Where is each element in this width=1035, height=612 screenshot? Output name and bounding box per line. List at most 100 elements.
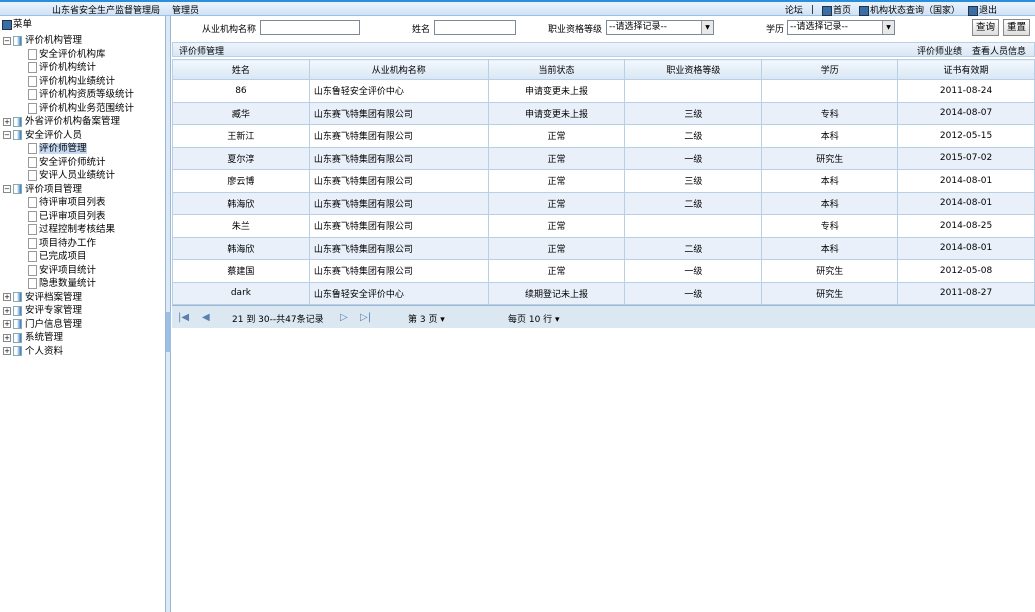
view-info-button[interactable]: 查看人员信息 [971,47,1026,57]
tree-item[interactable]: 评价机构资质等级统计 [28,88,134,101]
per-page-select[interactable]: 每页 10 行 ▾ [508,315,560,325]
prev-page-icon[interactable]: ◀ [202,312,210,323]
table-row[interactable]: dark 山东鲁轻安全评价中心 续期登记未上报 一级 研究生 2011-08-27 [172,281,1035,305]
search-bar: 从业机构名称 姓名 职业资格等级 --请选择记录-- 学历 --请选择记录-- … [172,16,1035,41]
top-bar: 山东省安全生产监督管理局 管理员 论坛 | 首页 机构状态查询（国家） 退出 [0,0,1035,16]
table-row[interactable]: 韩海欣 山东赛飞特集团有限公司 正常 二级 本科 2014-08-01 [172,236,1035,260]
column-header[interactable]: 当前状态 [487,59,626,80]
tree-item[interactable]: 安全评价机构库 [28,48,106,61]
reset-button[interactable]: 重置 [1003,19,1031,36]
tree-item[interactable]: 安评项目统计 [28,264,96,277]
column-header[interactable]: 学历 [761,59,899,80]
column-header[interactable]: 从业机构名称 [308,59,489,80]
tree-item-label: 安全评价机构库 [39,48,106,60]
tree-folder[interactable]: + 安评专家管理 [3,304,82,317]
tree-item[interactable]: 项目待办工作 [28,237,96,250]
tree-item[interactable]: 已完成项目 [28,250,87,263]
panel-title: 评价师管理 [179,47,225,57]
tree-item-label: 已评审项目列表 [39,210,106,222]
column-header[interactable]: 姓名 [172,59,310,80]
org-input[interactable] [260,20,360,35]
collapse-icon[interactable]: − [3,131,11,139]
table-cell: 山东赛飞特集团有限公司 [308,169,489,193]
expand-icon[interactable]: + [3,306,11,315]
tree-folder-label: 评价项目管理 [25,183,83,195]
level-select[interactable]: --请选择记录-- [606,20,714,35]
expand-icon[interactable]: + [3,293,11,301]
table-cell: 2011-08-27 [897,281,1035,305]
tree-item[interactable]: 安全评价师统计 [28,156,106,169]
table-cell: 申请变更未上报 [487,79,626,103]
table-cell: 山东赛飞特集团有限公司 [308,236,489,260]
logout-link[interactable]: 退出 [967,3,997,16]
tree-item[interactable]: 评价机构统计 [28,61,96,74]
tree-item[interactable]: 安评人员业绩统计 [28,169,115,182]
perf-button[interactable]: 评价师业绩 [916,47,962,57]
tree-item[interactable]: 评价机构业绩统计 [28,75,115,88]
expand-icon[interactable]: + [3,117,11,126]
next-page-icon[interactable]: ▷ [340,312,348,323]
tree-item[interactable]: 待评审项目列表 [28,196,106,209]
forum-link[interactable]: 论坛 [784,6,803,16]
tree-item[interactable]: 已评审项目列表 [28,210,106,223]
status-query-link[interactable]: 机构状态查询（国家） [858,3,960,16]
tree-folder-label: 评价机构管理 [25,35,83,46]
table-row[interactable]: 廖云博 山东赛飞特集团有限公司 正常 三级 本科 2014-08-01 [172,169,1035,193]
tree-folder[interactable]: − 安全评价人员 [3,129,82,142]
table-row[interactable]: 韩海欣 山东赛飞特集团有限公司 正常 二级 本科 2014-08-01 [172,191,1035,215]
tree-folder[interactable]: − 评价项目管理 [3,183,82,196]
table-cell: 本科 [761,191,899,215]
level-label: 职业资格等级 [548,25,603,35]
tree-item[interactable]: 过程控制考核结果 [28,223,115,236]
table-cell: 二级 [624,236,763,260]
table-row[interactable]: 朱兰 山东赛飞特集团有限公司 正常 专科 2014-08-25 [172,214,1035,238]
tree-item[interactable]: 评价师管理 [28,142,87,155]
last-page-icon[interactable]: ▷| [360,312,372,323]
table-cell: 本科 [761,124,899,148]
user-role: 管理员 [172,6,200,16]
table-cell [624,214,763,238]
table-cell: 研究生 [761,146,899,170]
folder-icon [13,319,22,329]
collapse-icon[interactable]: − [3,36,11,45]
tree-folder[interactable]: − 评价机构管理 [3,34,82,47]
first-page-icon[interactable]: |◀ [178,312,190,323]
table-row[interactable]: 蔡建国 山东赛飞特集团有限公司 正常 一级 研究生 2012-05-08 [172,259,1035,283]
tree-folder-label: 安评档案管理 [25,291,83,303]
folder-icon [13,332,22,343]
folder-icon [13,292,22,302]
tree-folder[interactable]: + 系统管理 [3,331,63,344]
table-cell: 朱兰 [172,214,310,238]
table-row[interactable]: 夏尔淳 山东赛飞特集团有限公司 正常 一级 研究生 2015-07-02 [172,146,1035,170]
main-content: 从业机构名称 姓名 职业资格等级 --请选择记录-- 学历 --请选择记录-- … [172,16,1035,328]
name-input[interactable] [434,20,516,35]
home-link[interactable]: 首页 [821,3,851,16]
table-cell: 2014-08-01 [897,236,1035,260]
tree-folder[interactable]: + 门户信息管理 [3,318,82,331]
expand-icon[interactable]: + [3,333,11,342]
tree-folder[interactable]: + 外省评价机构备案管理 [3,115,120,128]
page-icon [28,278,37,289]
column-header[interactable]: 职业资格等级 [624,59,763,80]
column-header[interactable]: 证书有效期 [897,59,1035,80]
collapse-handle[interactable] [166,312,171,352]
query-button[interactable]: 查询 [972,19,1000,36]
expand-icon[interactable]: + [3,320,11,328]
tree-folder[interactable]: + 安评档案管理 [3,291,82,304]
page-icon [28,210,37,222]
tree-item[interactable]: 隐患数量统计 [28,277,96,290]
page-select[interactable]: 第 3 页 ▾ [408,315,445,325]
table-row[interactable]: 86 山东鲁轻安全评价中心 申请变更未上报 2011-08-24 [172,79,1035,103]
table-cell: 山东赛飞特集团有限公司 [308,146,489,170]
table-row[interactable]: 王新江 山东赛飞特集团有限公司 正常 二级 本科 2012-05-15 [172,124,1035,148]
table-row[interactable]: 臧华 山东赛飞特集团有限公司 申请变更未上报 三级 专科 2014-08-07 [172,101,1035,125]
table-cell: 一级 [624,259,763,283]
edu-select[interactable]: --请选择记录-- [787,20,895,35]
tree-folder[interactable]: + 个人资料 [3,345,63,358]
tree-item[interactable]: 评价机构业务范围统计 [28,102,134,115]
expand-icon[interactable]: + [3,347,11,355]
splitter[interactable] [166,16,171,612]
edu-label: 学历 [766,25,785,35]
table-cell: 韩海欣 [172,236,310,260]
collapse-icon[interactable]: − [3,185,11,193]
